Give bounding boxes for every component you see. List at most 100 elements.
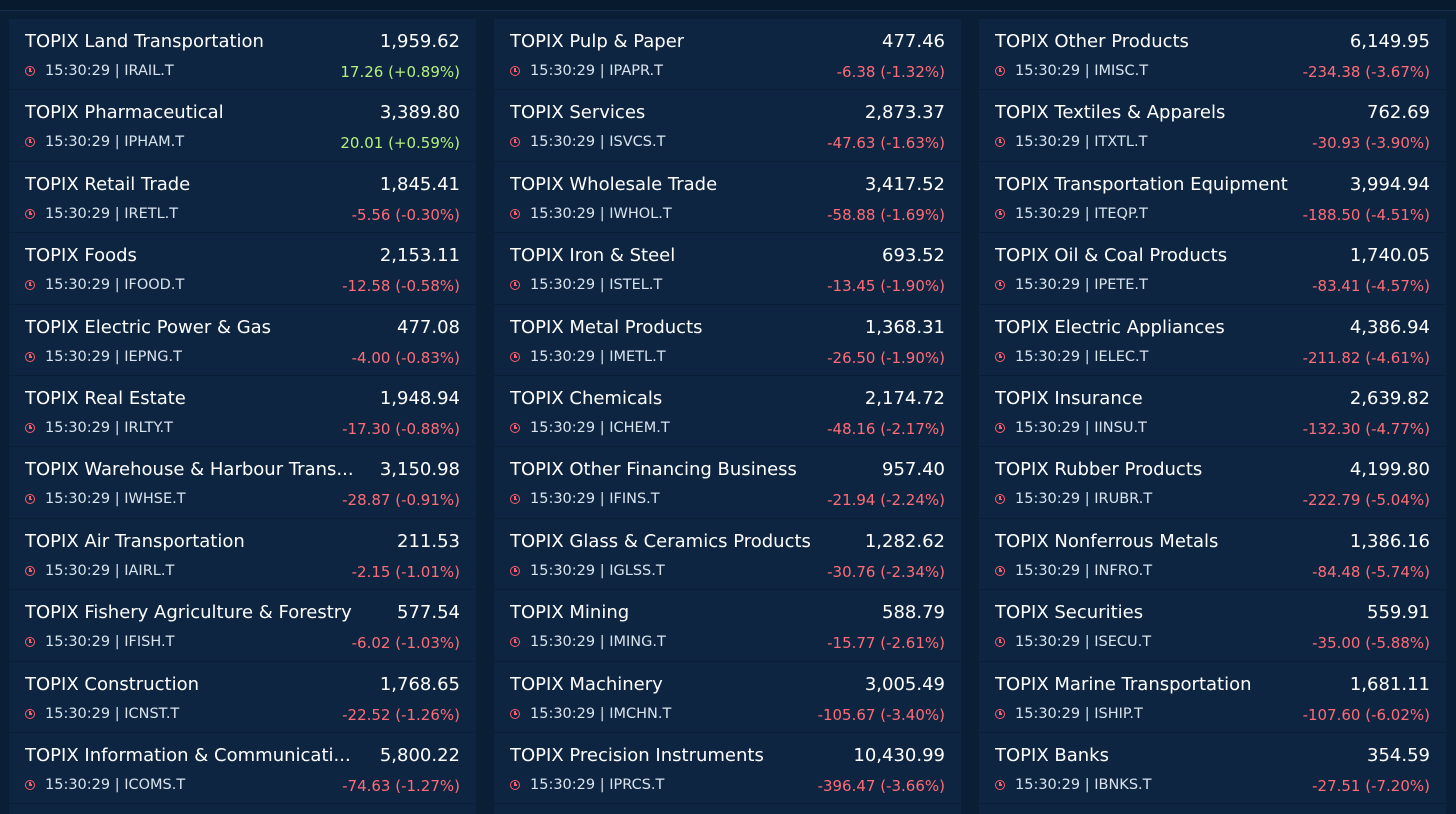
clock-icon — [25, 494, 35, 505]
index-row[interactable]: TOPIX Textiles & Apparels 762.69 15:30:29 … — [979, 90, 1446, 162]
index-name: TOPIX Transportation Equipment — [995, 173, 1288, 195]
index-row[interactable]: TOPIX Insurance 2,639.82 15:30:29 | IINSU.… — [979, 376, 1446, 448]
clock-icon — [995, 637, 1005, 648]
separator: | — [1080, 348, 1095, 365]
index-row[interactable]: TOPIX Banks 354.59 15:30:29 | IBNKS.T -27.5… — [979, 733, 1446, 805]
separator: | — [1080, 205, 1095, 222]
separator: | — [1080, 419, 1095, 436]
index-row[interactable]: TOPIX Precision Instruments 10,430.99 15:3… — [494, 733, 961, 805]
index-name: TOPIX Foods — [25, 245, 137, 267]
clock-icon — [25, 779, 35, 790]
index-name: TOPIX Metal Products — [510, 316, 703, 338]
index-meta: 15:30:29 | IWHSE.T — [25, 491, 186, 507]
index-column-2: TOPIX Pulp & Paper 477.46 15:30:29 | IPAPR… — [494, 19, 961, 814]
index-row[interactable]: TOPIX Wholesale Trade 3,417.52 15:30:29 | … — [494, 162, 961, 234]
index-meta: 15:30:29 | ITEQP.T — [995, 206, 1148, 222]
index-meta: 15:30:29 | IEPNG.T — [25, 349, 182, 365]
index-price: 2,174.72 — [864, 387, 945, 409]
index-price: 1,282.62 — [864, 530, 945, 552]
update-time: 15:30:29 — [1015, 634, 1081, 651]
update-time: 15:30:29 — [45, 205, 111, 222]
index-row[interactable]: TOPIX Air Transportation 211.53 15:30:29 |… — [9, 519, 476, 591]
index-row[interactable]: TOPIX Machinery 3,005.49 15:30:29 | IMCHN.… — [494, 662, 961, 733]
clock-icon — [25, 637, 35, 648]
index-name: TOPIX Electric Power & Gas — [25, 316, 272, 338]
index-row[interactable]: TOPIX Services 2,873.37 15:30:29 | ISVCS.T… — [494, 90, 961, 162]
price-change: -4.00 (-0.83%) — [351, 348, 460, 367]
index-row[interactable]: TOPIX Electric Appliances 4,386.94 15:30:2… — [979, 305, 1446, 376]
index-row[interactable]: TOPIX Information & Communicati... 5,800.… — [9, 733, 476, 805]
separator: | — [1080, 491, 1095, 508]
index-row[interactable]: TOPIX Transportation Equipment 3,994.94 15… — [979, 162, 1446, 234]
index-name: TOPIX Chemicals — [510, 387, 663, 409]
index-row[interactable]: TOPIX Glass & Ceramics Products 1,282.62 1… — [494, 519, 961, 591]
clock-icon — [510, 494, 520, 505]
price-change: -6.38 (-1.32%) — [836, 63, 945, 81]
index-meta: 15:30:29 | IMISC.T — [995, 63, 1148, 79]
price-change: -84.48 (-5.74%) — [1312, 562, 1430, 581]
clock-icon — [995, 565, 1005, 576]
price-change: -30.93 (-3.90%) — [1312, 134, 1430, 153]
update-time: 15:30:29 — [45, 348, 111, 365]
update-time: 15:30:29 — [45, 634, 111, 651]
index-meta: 15:30:29 | ICHEM.T — [510, 420, 670, 436]
price-change: -26.50 (-1.90%) — [827, 348, 945, 367]
index-row[interactable]: TOPIX Warehouse & Harbour Trans... 3,150.… — [9, 447, 476, 519]
price-change: -222.79 (-5.04%) — [1302, 491, 1430, 510]
separator: | — [595, 419, 610, 436]
index-meta: 15:30:29 | IMETL.T — [510, 349, 666, 365]
ticker-code: IAIRL.T — [124, 562, 175, 579]
update-time: 15:30:29 — [1015, 419, 1081, 436]
index-row[interactable]: TOPIX Rubber Products 4,199.80 15:30:29 | … — [979, 447, 1446, 519]
clock-icon — [510, 66, 520, 76]
index-meta: 15:30:29 | IRUBR.T — [995, 491, 1152, 507]
index-column-3: TOPIX Other Products 6,149.95 15:30:29 | I… — [979, 19, 1446, 814]
index-meta: 15:30:29 | IPETE.T — [995, 277, 1148, 293]
index-meta: 15:30:29 | IAIRL.T — [25, 563, 174, 579]
ticker-code: IMCHN.T — [609, 705, 672, 722]
index-row[interactable]: TOPIX Land Transportation 1,959.62 15:30:2… — [9, 19, 476, 91]
index-price: 211.53 — [397, 530, 460, 552]
update-time: 15:30:29 — [530, 205, 596, 222]
index-row[interactable]: TOPIX Oil & Coal Products 1,740.05 15:30:2… — [979, 233, 1446, 305]
index-meta: 15:30:29 | IPHAM.T — [25, 134, 184, 150]
index-row[interactable]: TOPIX Pulp & Paper 477.46 15:30:29 | IPAPR… — [494, 19, 961, 91]
ticker-code: IBNKS.T — [1094, 776, 1152, 793]
index-row[interactable]: TOPIX Nonferrous Metals 1,386.16 15:30:29 … — [979, 519, 1446, 591]
index-row[interactable]: TOPIX Mining 588.79 15:30:29 | IMING.T -15.… — [494, 590, 961, 662]
separator: | — [110, 491, 125, 508]
index-row[interactable]: TOPIX Construction 1,768.65 15:30:29 | ICN… — [9, 662, 476, 733]
update-time: 15:30:29 — [1015, 205, 1081, 222]
index-row[interactable]: TOPIX Metal Products 1,368.31 15:30:29 | I… — [494, 305, 961, 376]
ticker-code: ISVCS.T — [609, 134, 666, 151]
index-price: 577.54 — [397, 602, 460, 624]
price-change: -17.30 (-0.88%) — [342, 419, 460, 438]
update-time: 15:30:29 — [530, 63, 596, 79]
price-change: -21.94 (-2.24%) — [827, 491, 945, 510]
price-change: -48.16 (-2.17%) — [827, 419, 945, 438]
index-name: TOPIX Fishery Agriculture & Forestry — [25, 602, 352, 624]
ticker-code: ICOMS.T — [124, 776, 186, 793]
index-row[interactable]: TOPIX Real Estate 1,948.94 15:30:29 | IRLT… — [9, 376, 476, 448]
index-row[interactable]: TOPIX Retail Trade 1,845.41 15:30:29 | IRE… — [9, 162, 476, 234]
index-row[interactable]: TOPIX Fishery Agriculture & Forestry 577.… — [9, 590, 476, 662]
index-row[interactable]: TOPIX Foods 2,153.11 15:30:29 | IFOOD.T -12… — [9, 233, 476, 305]
price-change: -22.52 (-1.26%) — [342, 705, 460, 724]
index-row[interactable]: TOPIX Securities 559.91 15:30:29 | ISECU.T… — [979, 590, 1446, 662]
index-row[interactable]: TOPIX Iron & Steel 693.52 15:30:29 | ISTEL… — [494, 233, 961, 305]
index-row[interactable]: TOPIX Pharmaceutical 3,389.80 15:30:29 | I… — [9, 90, 476, 162]
index-price: 5,800.22 — [379, 744, 460, 766]
update-time: 15:30:29 — [530, 134, 596, 151]
index-price: 1,386.16 — [1349, 530, 1430, 552]
index-row[interactable]: TOPIX Other Financing Business 957.40 15:3… — [494, 447, 961, 519]
index-price: 3,994.94 — [1349, 173, 1430, 195]
index-row[interactable]: TOPIX Electric Power & Gas 477.08 15:30:29… — [9, 305, 476, 376]
index-meta: 15:30:29 | ICOMS.T — [25, 777, 185, 793]
index-row[interactable]: TOPIX Marine Transportation 1,681.11 15:30… — [979, 662, 1446, 733]
ticker-code: IRAIL.T — [124, 63, 174, 79]
index-row[interactable]: TOPIX Other Products 6,149.95 15:30:29 | I… — [979, 19, 1446, 91]
index-price: 1,768.65 — [379, 673, 460, 695]
clock-icon — [995, 494, 1005, 505]
separator: | — [595, 491, 610, 508]
index-row[interactable]: TOPIX Chemicals 2,174.72 15:30:29 | ICHEM.… — [494, 376, 961, 448]
